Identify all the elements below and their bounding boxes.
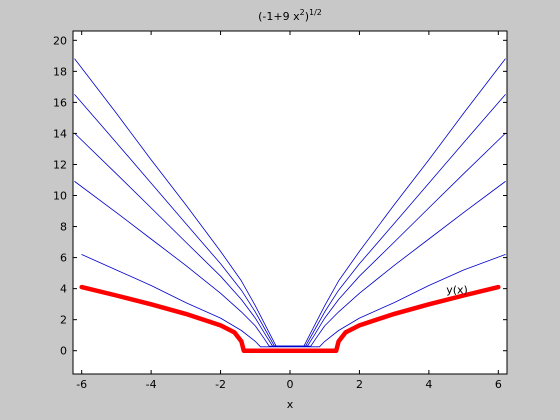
y-tick-label: 0 (60, 345, 67, 358)
x-tick-label: -2 (215, 378, 226, 391)
x-tick-label: -4 (146, 378, 157, 391)
chart-title-close: ) (305, 10, 309, 23)
plot-area (72, 30, 508, 375)
y-tick-label: 10 (53, 190, 67, 203)
chart-title-base: (-1+9 x (258, 10, 300, 23)
chart-title-sup2: 1/2 (309, 8, 322, 17)
x-tick-label: -6 (76, 378, 87, 391)
y-tick-label: 12 (53, 158, 67, 171)
tick-layer: -6 -4 -2 0 2 4 6 0 2 4 6 8 10 12 14 16 18 20 (53, 31, 507, 391)
chart-title-sup1: 2 (300, 8, 305, 17)
y-tick-label: 20 (53, 34, 67, 47)
series-line-5 (74, 58, 506, 347)
chart-title: (-1+9 x2)1/2 (258, 8, 322, 23)
x-tick-label: 0 (287, 378, 294, 391)
x-tick-label: 6 (495, 378, 502, 391)
series-line-1 (81, 254, 506, 348)
x-axis-label: x (287, 398, 294, 411)
series-line-6 (79, 284, 501, 353)
y-tick-label: 2 (60, 314, 67, 327)
y-tick-label: 18 (53, 65, 67, 78)
y-tick-label: 4 (60, 283, 67, 296)
x-tick-label: 2 (356, 378, 363, 391)
y-tick-label: 6 (60, 252, 67, 265)
y-tick-label: 14 (53, 127, 67, 140)
y-tick-label: 16 (53, 96, 67, 109)
x-tick-label: 4 (425, 378, 432, 391)
y-tick-label: 8 (60, 221, 67, 234)
series-layer (74, 58, 506, 353)
annotation-label: y(x) (446, 283, 468, 296)
